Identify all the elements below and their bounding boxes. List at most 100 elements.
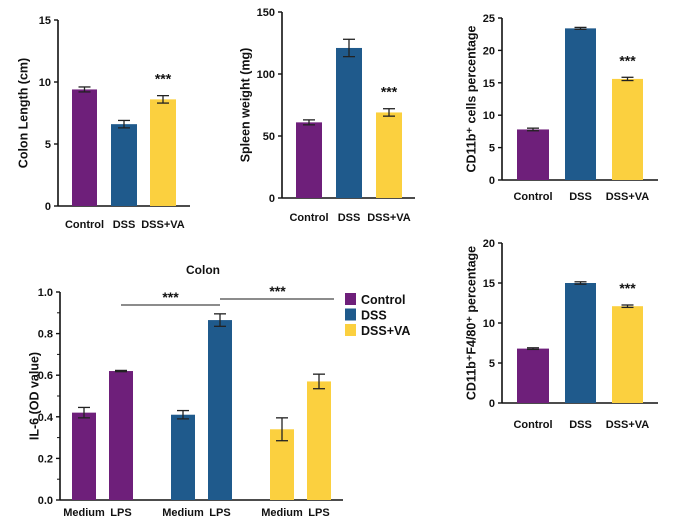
error-bar	[574, 281, 587, 285]
y-tick-label: 20	[483, 238, 495, 250]
significance-marker: ***	[619, 52, 636, 68]
bar-dss-lps	[208, 320, 232, 500]
y-tick-label: 15	[483, 78, 495, 90]
y-tick-label: 10	[39, 77, 51, 89]
error-bar	[303, 119, 315, 126]
y-tick-label: 0.6	[38, 370, 53, 382]
bar-control-control	[296, 122, 322, 198]
y-tick-label: 5	[45, 139, 51, 151]
significance-marker: ***	[269, 283, 286, 299]
y-tick-label: 50	[263, 131, 275, 143]
x-tick-label: DSS+VA	[141, 219, 185, 231]
bar-dss-dss	[111, 124, 137, 206]
bar-control-lps	[109, 371, 133, 500]
legend-label: DSS	[361, 309, 387, 323]
y-tick-label: 10	[483, 318, 495, 330]
error-bar	[574, 26, 587, 30]
error-bar	[621, 76, 634, 82]
x-tick-label: DSS	[569, 191, 592, 203]
significance-marker: ***	[155, 71, 172, 87]
panel-4: 0 5 10 15 20 CD11b⁺F4/80⁺ percentage Control DS…	[464, 238, 658, 431]
bar-dss-va-lps	[307, 381, 331, 500]
legend-swatch	[345, 324, 356, 336]
y-tick-label: 0	[489, 398, 495, 410]
legend-swatch	[345, 293, 356, 305]
legend-label: DSS+VA	[361, 324, 410, 338]
error-bar	[177, 409, 189, 420]
bar-dss-dss	[565, 28, 596, 181]
error-bar	[276, 417, 288, 442]
bar-dss-dss	[565, 283, 596, 403]
panel-2: 0 50 100 150 Spleen weight (mg) Control DSS DSS…	[238, 7, 415, 224]
y-tick-label: 0.0	[38, 495, 53, 507]
bar-dss-va-dss+va	[150, 99, 176, 206]
chart-title: Colon	[186, 263, 220, 277]
y-axis-label: Colon Length (cm)	[16, 58, 30, 168]
y-tick-label: 25	[483, 13, 495, 25]
error-bar	[383, 108, 395, 117]
error-bar	[343, 38, 355, 58]
panel-5: 0.0 0.2 0.4 0.6 0.8 1.0 IL-6 (OD value) Medium L…	[27, 263, 410, 519]
error-bar	[527, 127, 539, 132]
error-bar	[214, 313, 226, 327]
x-tick-label: Control	[65, 219, 104, 231]
x-tick-label: LPS	[308, 507, 329, 519]
bar-control-control	[72, 89, 97, 206]
x-tick-label: Medium	[261, 507, 303, 519]
y-tick-label: 1.0	[38, 287, 53, 299]
x-tick-label: DSS+VA	[606, 419, 650, 431]
y-axis-label: CD11b⁺F4/80⁺ percentage	[464, 246, 478, 400]
x-tick-label: Control	[513, 419, 552, 431]
bar-control-control	[517, 129, 549, 180]
significance-marker: ***	[162, 289, 179, 305]
y-tick-label: 0	[45, 201, 51, 213]
error-bar	[527, 347, 539, 351]
y-tick-label: 0.8	[38, 329, 53, 341]
x-tick-label: DSS	[569, 419, 592, 431]
x-tick-label: Medium	[162, 507, 204, 519]
significance-marker: ***	[381, 84, 398, 100]
y-axis-label: IL-6 (OD value)	[27, 352, 41, 440]
y-tick-label: 150	[257, 7, 275, 19]
y-tick-label: 15	[39, 15, 51, 27]
x-tick-label: LPS	[110, 507, 131, 519]
x-tick-label: DSS+VA	[606, 191, 650, 203]
y-tick-label: 0.4	[38, 412, 54, 424]
bar-control-control	[517, 348, 549, 403]
panel-3: 0 5 10 15 20 25 CD11b⁺ cells percentage Control…	[464, 13, 658, 203]
error-bar	[157, 94, 169, 104]
error-bar	[621, 304, 634, 309]
error-bar	[115, 369, 127, 373]
panel-1: 0 5 10 15 Colon Length (cm) Control DSS DSS+VA *…	[16, 15, 190, 231]
bar-dss-va-dss+va	[612, 78, 643, 180]
y-tick-label: 5	[489, 143, 495, 155]
bar-dss-va-dss+va	[612, 306, 643, 403]
error-bar	[78, 86, 91, 93]
y-tick-label: 15	[483, 278, 495, 290]
x-tick-label: DSS	[338, 212, 361, 224]
y-tick-label: 10	[483, 110, 495, 122]
x-tick-label: DSS	[113, 219, 136, 231]
legend-swatch	[345, 308, 356, 321]
x-tick-label: Control	[513, 191, 552, 203]
error-bar	[78, 406, 90, 419]
y-tick-label: 20	[483, 45, 495, 57]
bar-dss-dss	[336, 47, 362, 199]
y-axis-label: CD11b⁺ cells percentage	[464, 25, 478, 172]
x-tick-label: LPS	[209, 507, 230, 519]
x-tick-label: Control	[289, 212, 328, 224]
bar-dss-medium	[171, 414, 195, 500]
y-tick-label: 0.2	[38, 453, 53, 465]
y-tick-label: 0	[489, 175, 495, 187]
bar-dss-va-dss+va	[376, 112, 402, 198]
x-tick-label: Medium	[63, 507, 105, 519]
error-bar	[313, 373, 325, 390]
y-tick-label: 100	[257, 69, 275, 81]
error-bar	[118, 119, 130, 129]
y-axis-label: Spleen weight (mg)	[238, 48, 252, 163]
y-tick-label: 5	[489, 358, 495, 370]
significance-marker: ***	[619, 280, 636, 296]
legend-label: Control	[361, 293, 405, 307]
x-tick-label: DSS+VA	[367, 212, 411, 224]
